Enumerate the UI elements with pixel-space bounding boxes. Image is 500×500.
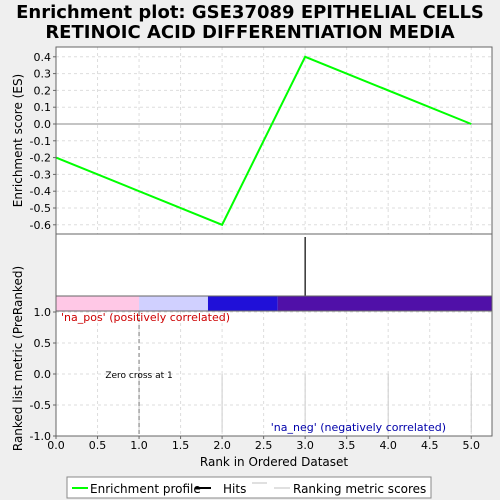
rank-y-tick-label: 0.5: [34, 337, 52, 350]
negative-correlation-label: 'na_neg' (negatively correlated): [271, 421, 446, 434]
x-tick-label: 0.0: [47, 439, 65, 452]
es-y-tick-label: 0.1: [34, 101, 52, 114]
rank-y-tick-label: -0.5: [30, 399, 51, 412]
heatmap-segment: [139, 296, 208, 311]
hits-panel: [55, 233, 493, 312]
rank-panel-frame: [55, 310, 493, 437]
legend-label: Hits: [223, 482, 246, 496]
x-tick-label: 3.5: [338, 439, 356, 452]
legend-label: Enrichment profile: [90, 482, 201, 496]
x-tick-label: 5.0: [462, 439, 480, 452]
heatmap-segment: [207, 296, 278, 311]
es-y-axis-label: Enrichment score (ES): [11, 74, 25, 207]
legend-box: [66, 476, 432, 499]
es-y-tick-label: -0.6: [30, 219, 51, 232]
hits-plot-area: [55, 233, 493, 297]
enrichment-profile-line: [55, 55, 472, 227]
es-y-tick-label: -0.2: [30, 152, 51, 165]
x-tick-label: 1.5: [172, 439, 190, 452]
legend: Enrichment profile Hits Ranking metric sco…: [66, 476, 432, 499]
es-y-tick-label: -0.4: [30, 185, 51, 198]
x-tick-label: 3.0: [296, 439, 314, 452]
chart-title-line-1: Enrichment plot: GSE37089 EPITHELIAL CEL…: [16, 2, 484, 23]
es-y-tick-label: 0.2: [34, 84, 52, 97]
x-tick-label: 0.5: [89, 439, 107, 452]
positive-correlation-label: 'na_pos' (positively correlated): [61, 311, 230, 324]
es-y-tick-label: 0.3: [34, 68, 52, 81]
x-tick-label: 4.0: [379, 439, 397, 452]
es-panel: 0.4 0.3 0.2 0.1 0.0 -0.1 -0.2 -0.3 -0.4 -0.5 -0.6 E…: [11, 46, 493, 235]
es-y-tick-label: -0.3: [30, 168, 51, 181]
x-tick-label: 4.5: [421, 439, 439, 452]
heatmap-segment: [56, 296, 140, 311]
es-y-tick-label: -0.1: [30, 135, 51, 148]
ranked-metric-panel: 1.0 0.5 0.0 -0.5 -1.0 Zero cross at 1 'na_pos'…: [11, 266, 493, 451]
zero-cross-label: Zero cross at 1: [105, 371, 172, 381]
x-axis-label: Rank in Ordered Dataset: [200, 455, 348, 469]
legend-label: Ranking metric scores: [293, 482, 426, 496]
es-y-tick-label: -0.5: [30, 202, 51, 215]
x-axis: 0.0 0.5 1.0 1.5 2.0 2.5 3.0 3.5 4.0 4.5 5.0 Rank in…: [47, 436, 480, 469]
chart-title-line-2: RETINOIC ACID DIFFERENTIATION MEDIA: [45, 22, 455, 43]
x-tick-label: 2.5: [255, 439, 273, 452]
rank-y-tick-label: -1.0: [30, 430, 51, 443]
x-tick-label: 2.0: [213, 439, 231, 452]
rank-y-tick-label: 1.0: [34, 306, 52, 319]
x-tick-label: 1.0: [130, 439, 148, 452]
rank-y-tick-label: 0.0: [34, 368, 52, 381]
rank-y-axis-label: Ranked list metric (PreRanked): [11, 266, 25, 451]
es-y-tick-label: 0.4: [34, 51, 52, 64]
heatmap-segment: [277, 296, 492, 311]
es-y-tick-label: 0.0: [34, 118, 52, 131]
